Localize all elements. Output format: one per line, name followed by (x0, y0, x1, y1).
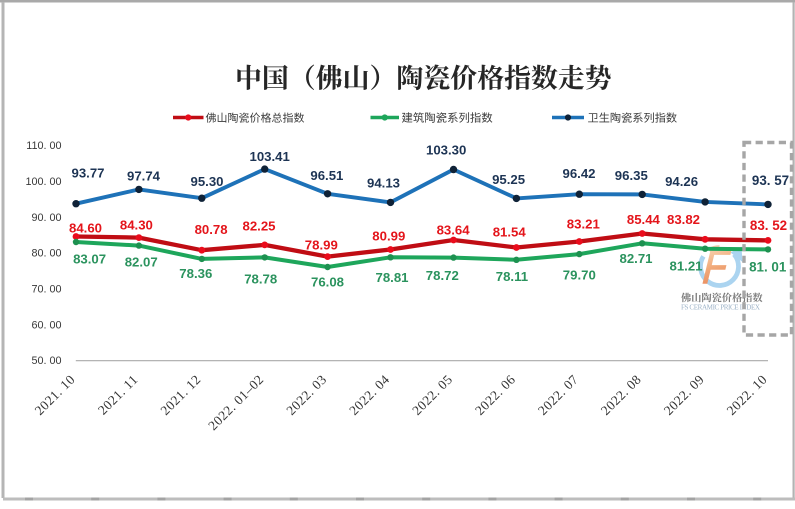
svg-text:84.30: 84.30 (120, 217, 153, 232)
svg-text:82.71: 82.71 (619, 251, 652, 266)
svg-text:103.41: 103.41 (250, 149, 290, 164)
svg-text:85.44: 85.44 (627, 212, 661, 227)
svg-text:50. 00: 50. 00 (31, 355, 61, 367)
svg-text:110. 00: 110. 00 (26, 140, 61, 152)
svg-text:60. 00: 60. 00 (31, 319, 61, 331)
svg-text:95.25: 95.25 (492, 172, 525, 187)
svg-text:80.99: 80.99 (372, 228, 405, 243)
svg-text:80. 00: 80. 00 (31, 248, 61, 260)
svg-text:78.36: 78.36 (179, 266, 212, 281)
svg-text:84.60: 84.60 (69, 221, 102, 236)
svg-text:81.54: 81.54 (493, 225, 527, 240)
svg-text:82.25: 82.25 (242, 219, 275, 234)
svg-text:90. 00: 90. 00 (31, 212, 61, 224)
svg-text:78.99: 78.99 (305, 238, 338, 253)
svg-text:78.72: 78.72 (426, 268, 459, 283)
svg-text:83.64: 83.64 (437, 223, 471, 238)
svg-text:83.07: 83.07 (73, 251, 106, 266)
svg-text:83.82: 83.82 (667, 212, 700, 227)
svg-text:100. 00: 100. 00 (25, 176, 61, 188)
svg-text:79.70: 79.70 (563, 267, 596, 282)
svg-text:76.08: 76.08 (311, 275, 344, 290)
svg-text:80.78: 80.78 (195, 222, 228, 237)
svg-text:97.74: 97.74 (127, 169, 161, 184)
svg-text:93. 57: 93. 57 (752, 173, 789, 188)
svg-text:78.78: 78.78 (244, 272, 277, 287)
svg-text:96.51: 96.51 (310, 168, 343, 183)
svg-text:93.77: 93.77 (71, 166, 104, 181)
svg-text:96.42: 96.42 (562, 166, 595, 181)
svg-text:78.11: 78.11 (496, 269, 528, 284)
svg-text:FS CERAMIC PRICE INDEX: FS CERAMIC PRICE INDEX (681, 303, 760, 311)
svg-text:83.21: 83.21 (567, 217, 600, 232)
svg-text:70. 00: 70. 00 (31, 283, 61, 295)
svg-text:103.30: 103.30 (426, 143, 466, 158)
svg-text:81.21: 81.21 (669, 259, 702, 274)
svg-text:94.26: 94.26 (665, 174, 698, 189)
svg-text:78.81: 78.81 (375, 270, 408, 285)
svg-text:94.13: 94.13 (367, 176, 400, 191)
svg-text:83. 52: 83. 52 (750, 218, 787, 233)
svg-text:95.30: 95.30 (190, 174, 223, 189)
svg-text:81. 01: 81. 01 (749, 259, 787, 274)
svg-text:96.35: 96.35 (615, 168, 648, 183)
svg-text:82.07: 82.07 (125, 255, 158, 270)
